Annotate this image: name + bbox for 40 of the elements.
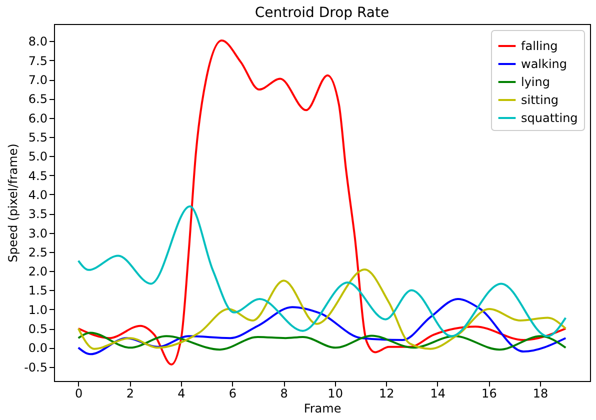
y-tick-label: 6.5 [28,92,48,106]
x-tick-label: 2 [126,386,134,400]
y-tick-label: 7.5 [28,54,48,68]
x-axis-title: Frame [304,402,342,416]
legend-label: squatting [521,111,578,125]
x-tick-label: 6 [228,386,237,400]
x-tick-label: 10 [328,386,343,400]
x-tick-label: 12 [378,386,394,400]
x-tick-label: 16 [482,386,497,400]
y-tick-label: 1.5 [28,284,48,298]
line-series [77,332,567,351]
y-tick-label: 3.0 [28,226,48,240]
chart-title: Centroid Drop Rate [254,5,390,21]
legend-label: sitting [521,93,559,107]
y-tick-label: 7.0 [28,73,48,88]
y-tick-label: 3.5 [28,207,48,222]
y-tick-label: -0.5 [24,360,48,374]
y-tick-label: 6.0 [28,111,48,126]
y-tick-label: 0.0 [28,341,48,356]
x-tick-label: 0 [75,386,83,400]
line-series [77,298,567,356]
x-tick-label: 18 [532,386,548,400]
x-tick-label: 14 [430,386,446,400]
y-tick-label: 5.0 [28,150,48,164]
y-tick-label: 1.0 [28,302,48,317]
legend-label: falling [521,39,558,53]
x-tick-label: 8 [280,386,288,400]
line-series [77,268,567,350]
y-tick-label: 4.5 [28,168,48,183]
y-tick-label: 2.5 [28,245,48,260]
y-tick-label: 2.0 [28,264,48,279]
y-tick-label: 4.0 [28,188,48,202]
y-tick-label: 0.5 [28,322,48,336]
x-tick-label: 4 [178,386,186,400]
line-series [77,205,567,338]
legend-label: lying [521,75,550,89]
y-tick-label: 8.0 [28,34,48,49]
legend-label: walking [521,57,568,71]
y-axis-title: Speed (pixel/frame) [6,144,20,262]
y-tick-label: 5.5 [28,130,48,144]
